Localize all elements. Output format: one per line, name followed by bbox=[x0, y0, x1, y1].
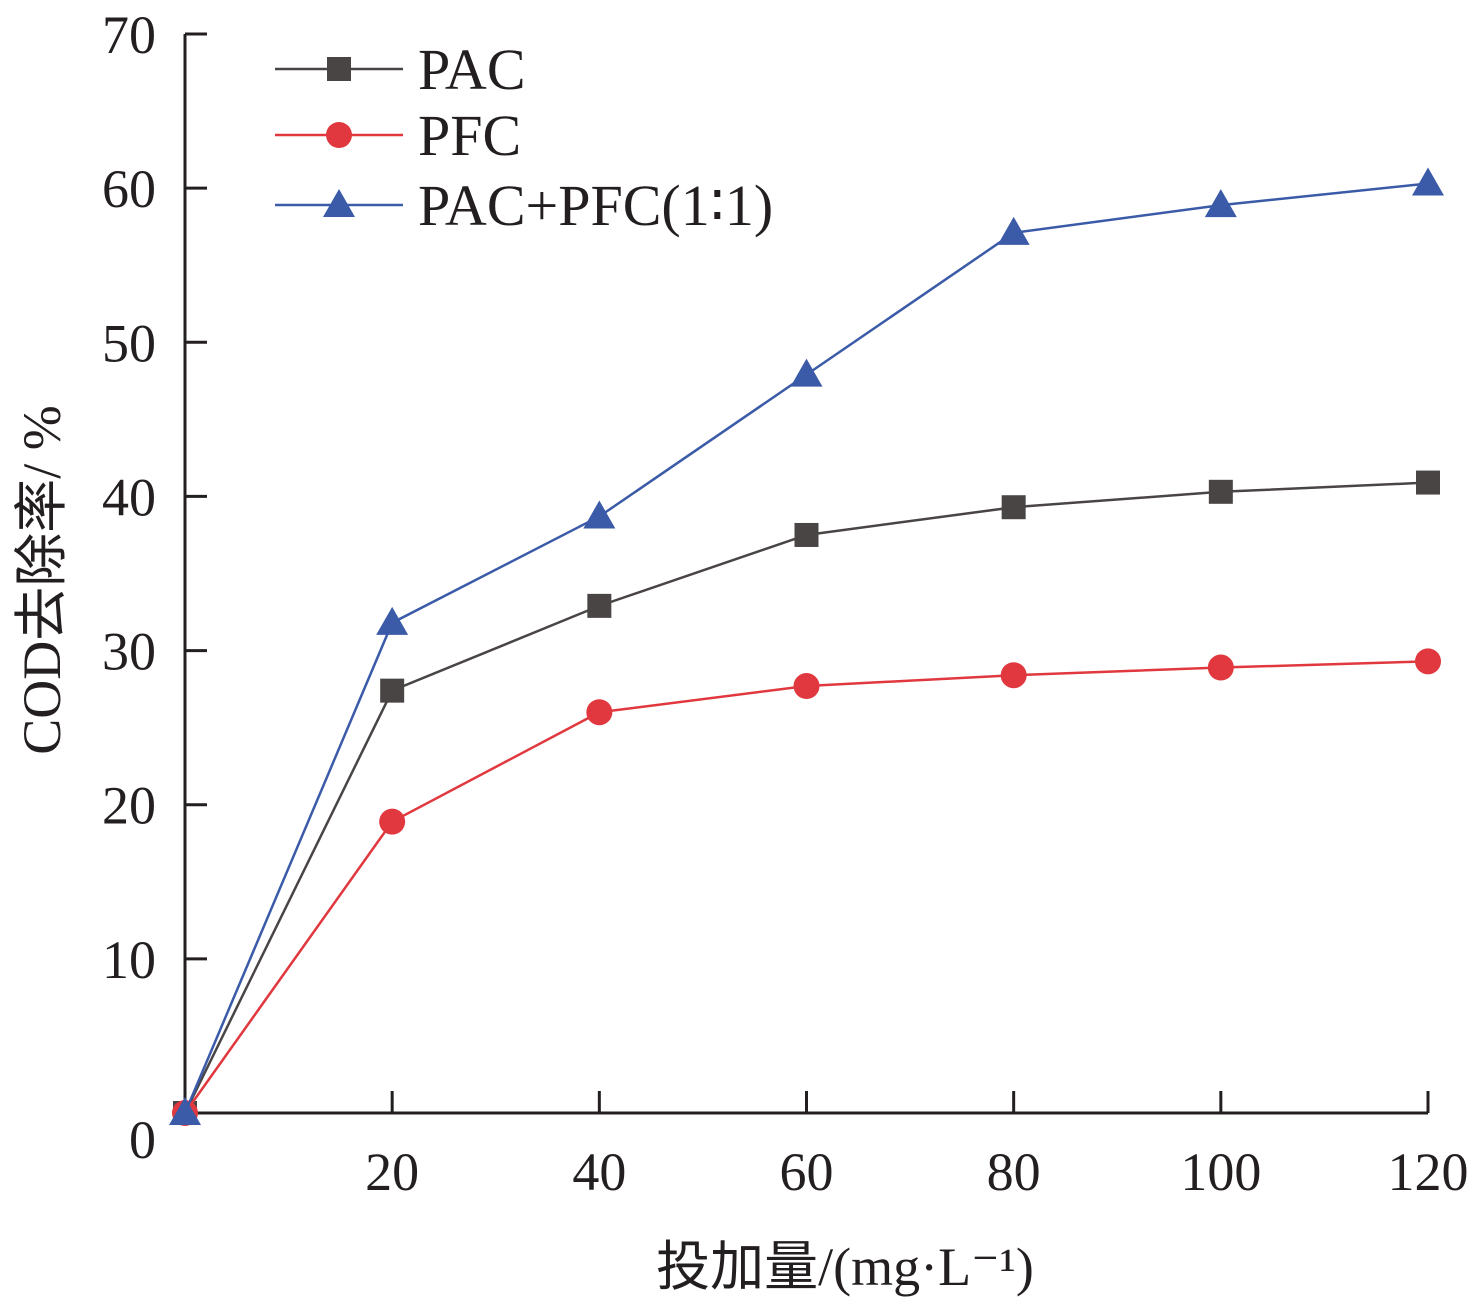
x-tick-label: 100 bbox=[1180, 1142, 1261, 1202]
legend-marker bbox=[326, 122, 352, 148]
x-axis-label: 投加量/(mg·L⁻¹) bbox=[656, 1237, 1034, 1297]
y-tick-label: 20 bbox=[102, 776, 156, 836]
legend-marker bbox=[327, 57, 351, 81]
legend-label: PAC bbox=[418, 37, 526, 102]
data-point bbox=[583, 500, 616, 529]
x-tick-label: 60 bbox=[780, 1142, 834, 1202]
y-tick-label: 40 bbox=[102, 467, 156, 527]
legend-marker bbox=[323, 189, 355, 217]
y-tick-label: 70 bbox=[102, 5, 156, 65]
x-tick-label: 40 bbox=[572, 1142, 626, 1202]
series-triangle bbox=[169, 167, 1444, 1125]
data-point bbox=[790, 358, 823, 387]
y-tick-label: 10 bbox=[102, 930, 156, 990]
y-tick-label: 60 bbox=[102, 159, 156, 219]
series-layer bbox=[169, 167, 1444, 1126]
data-point bbox=[1000, 662, 1027, 689]
data-point bbox=[376, 606, 409, 635]
data-point bbox=[1001, 495, 1026, 520]
data-point bbox=[1415, 648, 1441, 675]
series-line bbox=[183, 481, 1429, 1114]
data-point bbox=[1208, 479, 1233, 504]
data-point bbox=[1412, 167, 1444, 196]
x-tick-label: 80 bbox=[987, 1142, 1041, 1202]
data-point bbox=[586, 699, 613, 726]
legend-label: PAC+PFC(1∶1) bbox=[418, 173, 773, 238]
series-line bbox=[183, 660, 1429, 1114]
data-point bbox=[380, 678, 405, 703]
y-tick-label: 30 bbox=[102, 622, 156, 682]
data-point bbox=[1204, 189, 1237, 218]
data-point bbox=[587, 593, 612, 618]
series-circle bbox=[172, 648, 1441, 1126]
axes: 0 10 20 30 40 50 60 70 20 40 60 80 100 120 bbox=[102, 5, 1469, 1202]
y-tick-label: 50 bbox=[102, 313, 156, 373]
y-axis-label: COD去除率/ % bbox=[12, 405, 72, 755]
data-point bbox=[169, 1097, 201, 1125]
legend-label: PFC bbox=[418, 103, 521, 168]
x-tick-label: 20 bbox=[365, 1142, 419, 1202]
data-point bbox=[379, 808, 406, 835]
series-square bbox=[173, 470, 1440, 1125]
data-point bbox=[1416, 470, 1440, 495]
x-tick-label: 120 bbox=[1388, 1142, 1469, 1202]
data-point bbox=[794, 522, 819, 547]
y-tick-label: 0 bbox=[129, 1110, 156, 1170]
series-line bbox=[183, 182, 1429, 1114]
data-point bbox=[793, 673, 820, 700]
data-point bbox=[997, 216, 1030, 245]
data-point bbox=[1207, 654, 1234, 681]
